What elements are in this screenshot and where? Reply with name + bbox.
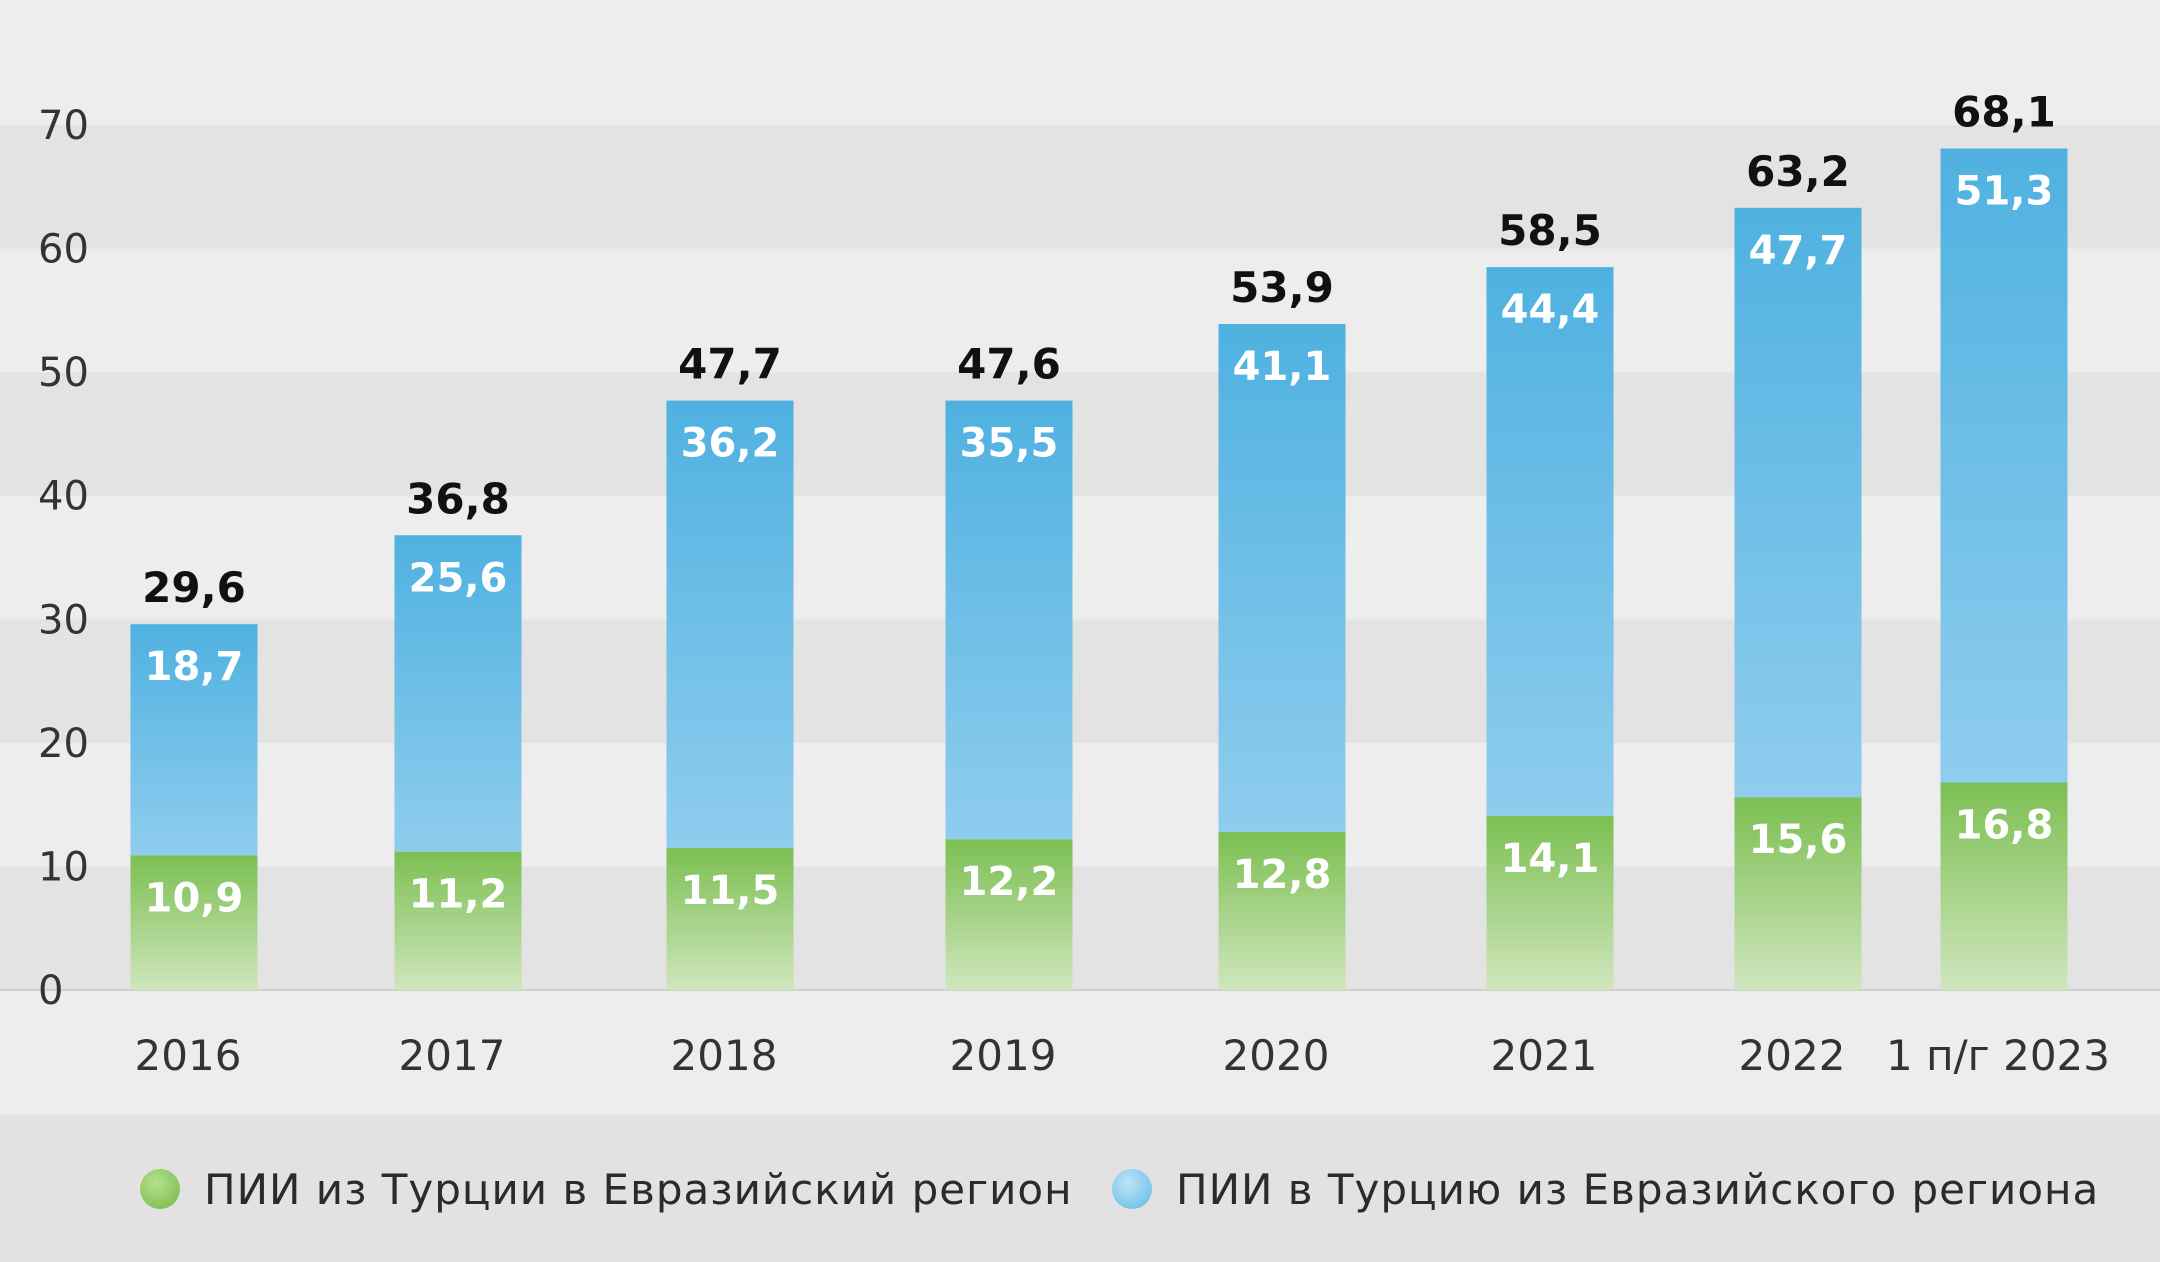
value-label-inward-3: 35,5 <box>960 421 1059 467</box>
legend-label-inward-fdi: ПИИ в Турцию из Евразийского региона <box>1176 1164 2100 1214</box>
total-label-5: 58,5 <box>1498 206 1602 255</box>
bar-segment-outward-1 <box>394 851 522 990</box>
value-label-inward-5: 44,4 <box>1501 287 1600 333</box>
value-label-outward-2: 11,5 <box>681 868 780 914</box>
bars <box>130 148 2068 990</box>
value-label-inward-4: 41,1 <box>1233 344 1332 390</box>
x-tick-label-3: 2019 <box>950 1031 1057 1080</box>
y-tick-label-20: 20 <box>38 721 89 767</box>
bar-segment-outward-7 <box>1940 782 2068 990</box>
total-label-3: 47,6 <box>957 340 1061 389</box>
bar-segment-inward-6 <box>1734 207 1862 798</box>
y-axis-ticks: 0 10 20 30 40 50 60 70 <box>38 103 89 1014</box>
value-label-outward-5: 14,1 <box>1501 836 1600 882</box>
bar-segment-inward-2 <box>666 400 794 848</box>
x-tick-label-6: 2022 <box>1739 1031 1846 1080</box>
value-label-outward-3: 12,2 <box>960 859 1059 905</box>
bar-segment-inward-3 <box>945 400 1073 840</box>
x-tick-label-0: 2016 <box>135 1031 242 1080</box>
y-tick-label-40: 40 <box>38 474 89 520</box>
value-label-outward-6: 15,6 <box>1749 817 1848 863</box>
bar-segment-outward-0 <box>130 855 258 990</box>
bar-segment-inward-0 <box>130 624 258 856</box>
x-tick-label-2: 2018 <box>671 1031 778 1080</box>
y-tick-label-60: 60 <box>38 227 89 273</box>
y-tick-label-0: 0 <box>38 968 63 1014</box>
bar-segment-inward-4 <box>1218 323 1346 832</box>
value-label-inward-1: 25,6 <box>409 555 508 601</box>
value-label-inward-2: 36,2 <box>681 421 780 467</box>
total-label-2: 47,7 <box>678 340 782 389</box>
bar-segment-inward-1 <box>394 535 522 852</box>
total-label-0: 29,6 <box>142 563 246 612</box>
value-label-outward-4: 12,8 <box>1233 852 1332 898</box>
total-label-1: 36,8 <box>406 474 510 523</box>
blue-circle-icon <box>1112 1169 1152 1209</box>
x-tick-label-4: 2020 <box>1223 1031 1330 1080</box>
y-tick-label-70: 70 <box>38 103 89 149</box>
bar-segment-outward-5 <box>1486 815 1614 990</box>
legend-item-inward-fdi: ПИИ в Турцию из Евразийского региона <box>1112 1157 2099 1221</box>
total-label-4: 53,9 <box>1230 263 1334 312</box>
bar-segment-outward-3 <box>945 839 1073 990</box>
bar-labels: 10,9 18,7 29,6 11,2 25,6 36,8 11,5 36,2 47,7 12,2… <box>142 87 2056 921</box>
x-tick-label-7: 1 п/г 2023 <box>1886 1031 2110 1080</box>
y-tick-label-50: 50 <box>38 350 89 396</box>
y-tick-label-10: 10 <box>38 844 89 890</box>
bar-segment-outward-4 <box>1218 831 1346 990</box>
x-tick-label-1: 2017 <box>399 1031 506 1080</box>
value-label-outward-1: 11,2 <box>409 872 508 918</box>
total-label-6: 63,2 <box>1746 147 1850 196</box>
legend-label-outward-fdi: ПИИ из Турции в Евразийский регион <box>204 1164 1073 1214</box>
value-label-inward-0: 18,7 <box>145 644 244 690</box>
legend: ПИИ из Турции в Евразийский регион ПИИ в… <box>0 1115 2160 1262</box>
x-tick-label-5: 2021 <box>1491 1031 1598 1080</box>
bar-segment-inward-5 <box>1486 267 1614 816</box>
value-label-outward-0: 10,9 <box>145 875 244 921</box>
legend-item-outward-fdi: ПИИ из Турции в Евразийский регион <box>140 1157 1073 1221</box>
bar-segment-inward-7 <box>1940 148 2068 783</box>
y-tick-label-30: 30 <box>38 597 89 643</box>
value-label-outward-7: 16,8 <box>1955 802 2054 848</box>
value-label-inward-7: 51,3 <box>1955 168 2054 214</box>
bar-segment-outward-6 <box>1734 797 1862 990</box>
green-circle-icon <box>140 1169 180 1209</box>
total-label-7: 68,1 <box>1952 87 2056 136</box>
bar-segment-outward-2 <box>666 847 794 990</box>
value-label-inward-6: 47,7 <box>1749 228 1848 274</box>
x-axis-ticks: 2016 2017 2018 2019 2020 2021 2022 1 п/г 2023 <box>135 1031 2110 1080</box>
